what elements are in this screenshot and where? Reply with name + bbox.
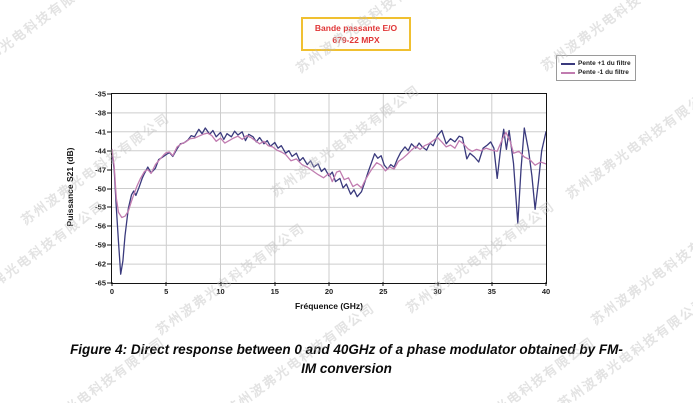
x-tick-label: 10 (216, 287, 225, 296)
figure-caption: Figure 4: Direct response between 0 and … (0, 341, 693, 379)
x-tick-mark (545, 282, 547, 286)
y-tick-mark (107, 131, 111, 133)
y-tick-label: -41 (95, 127, 106, 137)
x-tick-label: 20 (324, 287, 334, 296)
watermark-text: 苏州波弗光电科技有限公司 (0, 197, 108, 316)
y-tick-label: -47 (95, 165, 106, 175)
chart-title-line2: 679-22 MPX (332, 35, 380, 46)
figure-caption-line1: Figure 4: Direct response between 0 and … (70, 342, 623, 357)
x-tick-mark (491, 282, 493, 286)
y-tick-mark (107, 188, 111, 189)
y-tick-label: -50 (95, 184, 106, 193)
y-tick-label: -44 (95, 146, 106, 156)
y-tick-mark (107, 150, 111, 152)
x-tick-mark (382, 282, 384, 286)
x-tick-label: 30 (433, 287, 442, 296)
chart-title-line1: Bande passante E/O (314, 23, 398, 33)
x-axis-title: Fréquence (GHz) (294, 301, 364, 311)
x-tick-label: 5 (164, 287, 169, 296)
legend-label: Pente -1 du filtre (578, 69, 629, 76)
x-tick-label: 25 (379, 287, 388, 296)
x-tick-label: 15 (270, 287, 279, 296)
y-tick-mark (107, 112, 111, 114)
y-tick-mark (107, 282, 111, 284)
x-tick-mark (111, 282, 113, 286)
y-axis-title: Puissance S21 (dB) (65, 147, 75, 227)
y-tick-label: -62 (95, 259, 106, 269)
chart-title-box: Bande passante E/O 679-22 MPX (301, 17, 411, 51)
watermark-text: 苏州波弗光电科技有限公司 (0, 0, 103, 90)
x-tick-label: 35 (487, 287, 496, 296)
series2-line-swatch-icon (561, 71, 575, 74)
y-tick-mark (107, 263, 111, 265)
y-tick-label: -35 (95, 89, 106, 99)
x-tick-mark (437, 282, 438, 286)
x-tick-label: 0 (109, 287, 115, 296)
y-tick-label: -38 (95, 108, 106, 118)
s21-response-plot (112, 94, 546, 283)
x-tick-mark (328, 282, 330, 286)
x-tick-mark (274, 282, 276, 286)
y-tick-label: -59 (95, 240, 106, 250)
x-tick-mark (220, 282, 221, 286)
y-tick-mark (107, 169, 111, 171)
series1-line-swatch-icon (561, 62, 575, 65)
y-tick-mark (107, 244, 111, 246)
figure-caption-line2: IM conversion (301, 360, 392, 376)
x-tick-label: 40 (541, 287, 551, 296)
chart-legend: Pente +1 du filtre Pente -1 du filtre (556, 55, 636, 81)
y-tick-label: -65 (95, 278, 106, 288)
watermark-text: 苏州波弗光电科技有限公司 (563, 83, 693, 202)
y-tick-mark (107, 93, 111, 95)
y-tick-mark (107, 206, 111, 208)
watermark-text: 苏州波弗光电科技有限公司 (588, 209, 693, 328)
y-tick-label: -56 (95, 221, 106, 231)
legend-label: Pente +1 du filtre (578, 60, 631, 67)
y-tick-label: -53 (95, 202, 106, 212)
legend-item-pente-minus-1: Pente -1 du filtre (561, 68, 632, 77)
plot-area (111, 93, 547, 284)
x-tick-mark (165, 282, 167, 286)
y-tick-mark (107, 225, 111, 227)
legend-item-pente-plus-1: Pente +1 du filtre (561, 59, 632, 68)
